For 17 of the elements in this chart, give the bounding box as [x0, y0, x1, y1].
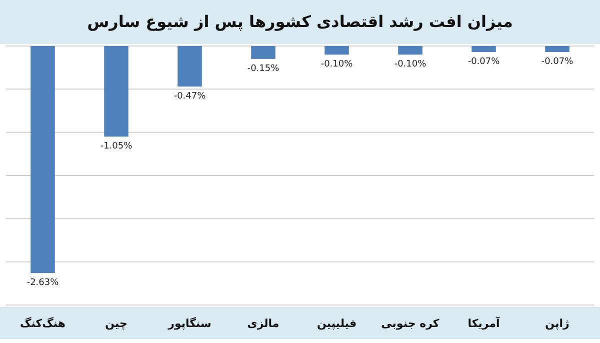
x-tick-label: کره جنوبی	[381, 317, 440, 330]
x-tick-label: چین	[105, 317, 128, 330]
x-tick-label: مالزی	[247, 317, 280, 330]
chart-title: میزان افت رشد اقتصادی کشورها پس از شیوع سارس	[87, 12, 513, 31]
data-label: -0.07%	[468, 57, 500, 68]
data-label: -0.10%	[320, 60, 354, 70]
x-tick-label: فیلیپین	[316, 317, 357, 330]
data-label: -0.47%	[174, 92, 206, 102]
data-label: -1.05%	[100, 142, 133, 152]
data-label: -2.63%	[26, 278, 60, 288]
x-tick-label: سنگاپور	[167, 317, 212, 330]
x-tick-label: هنگ‌کنگ	[20, 317, 66, 330]
data-label: -0.15%	[247, 64, 280, 74]
data-label: -0.10%	[394, 60, 427, 70]
x-tick-label: آمریکا	[468, 316, 500, 330]
x-tick-label: ژاپن	[545, 317, 570, 330]
data-label: -0.07%	[541, 57, 574, 68]
